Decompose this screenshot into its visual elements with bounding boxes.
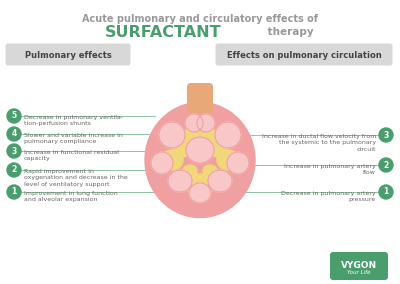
Text: Decrease in pulmonary artery
pressure: Decrease in pulmonary artery pressure xyxy=(281,191,376,202)
Text: Your Life: Your Life xyxy=(347,270,371,275)
Circle shape xyxy=(379,158,393,172)
Ellipse shape xyxy=(203,165,217,177)
Ellipse shape xyxy=(184,123,216,151)
Circle shape xyxy=(379,185,393,199)
Ellipse shape xyxy=(208,170,232,192)
Ellipse shape xyxy=(215,122,241,148)
Text: 1: 1 xyxy=(11,187,17,197)
Ellipse shape xyxy=(227,152,249,174)
Circle shape xyxy=(7,109,21,123)
Text: 1: 1 xyxy=(383,187,389,197)
Text: SURFACTANT: SURFACTANT xyxy=(105,25,221,40)
Text: Increase in ductal flow velocity from
the systemic to the pulmonary
circuit: Increase in ductal flow velocity from th… xyxy=(262,134,376,152)
FancyBboxPatch shape xyxy=(187,83,213,113)
Text: Effects on pulmonary circulation: Effects on pulmonary circulation xyxy=(227,51,381,60)
Ellipse shape xyxy=(183,165,197,177)
Ellipse shape xyxy=(186,137,214,163)
Ellipse shape xyxy=(174,143,190,157)
FancyBboxPatch shape xyxy=(216,43,392,66)
Ellipse shape xyxy=(151,152,173,174)
Text: Improvement in lung function
and alveolar expansion: Improvement in lung function and alveola… xyxy=(24,191,118,202)
Text: Acute pulmonary and circulatory effects of: Acute pulmonary and circulatory effects … xyxy=(82,14,318,24)
FancyBboxPatch shape xyxy=(330,252,388,280)
Circle shape xyxy=(7,163,21,177)
Text: Increase in functional residual
capacity: Increase in functional residual capacity xyxy=(24,150,119,161)
Text: 2: 2 xyxy=(383,160,389,170)
Text: Decrease in pulmonary ventila-
tion-perfusion shunts: Decrease in pulmonary ventila- tion-perf… xyxy=(24,115,123,126)
FancyBboxPatch shape xyxy=(6,43,130,66)
Text: 2: 2 xyxy=(11,166,17,174)
Text: 4: 4 xyxy=(11,130,17,139)
Ellipse shape xyxy=(145,103,255,218)
Text: Increase in pulmonary artery
flow: Increase in pulmonary artery flow xyxy=(284,164,376,176)
Ellipse shape xyxy=(159,122,185,148)
Ellipse shape xyxy=(189,183,211,203)
Circle shape xyxy=(7,185,21,199)
Ellipse shape xyxy=(185,114,203,132)
Text: Pulmonary effects: Pulmonary effects xyxy=(25,51,111,60)
Ellipse shape xyxy=(210,143,226,157)
Circle shape xyxy=(7,144,21,158)
Ellipse shape xyxy=(168,170,192,192)
Circle shape xyxy=(379,128,393,142)
Text: Slower and variable increase in
pulmonary compliance: Slower and variable increase in pulmonar… xyxy=(24,133,123,144)
Text: Rapid improvement in
oxygenation and decrease in the
level of ventilatory suppor: Rapid improvement in oxygenation and dec… xyxy=(24,169,128,187)
Circle shape xyxy=(7,127,21,141)
Ellipse shape xyxy=(186,174,214,196)
Ellipse shape xyxy=(197,114,215,132)
Text: therapy: therapy xyxy=(264,27,314,37)
Ellipse shape xyxy=(161,150,183,170)
Text: 5: 5 xyxy=(12,112,16,120)
Ellipse shape xyxy=(217,150,239,170)
Text: 3: 3 xyxy=(11,147,17,156)
Text: 3: 3 xyxy=(383,131,389,139)
Text: VYGON: VYGON xyxy=(341,261,377,270)
